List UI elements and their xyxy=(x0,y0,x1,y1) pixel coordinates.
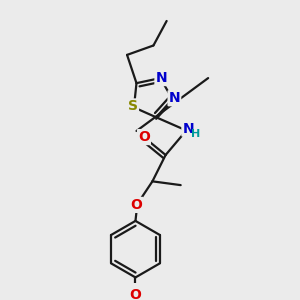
Text: N: N xyxy=(169,91,180,105)
Text: N: N xyxy=(155,71,167,85)
Text: S: S xyxy=(128,99,138,113)
Text: H: H xyxy=(191,129,200,139)
Text: O: O xyxy=(130,288,141,300)
Text: N: N xyxy=(182,122,194,136)
Text: O: O xyxy=(130,198,142,212)
Text: O: O xyxy=(138,130,150,144)
